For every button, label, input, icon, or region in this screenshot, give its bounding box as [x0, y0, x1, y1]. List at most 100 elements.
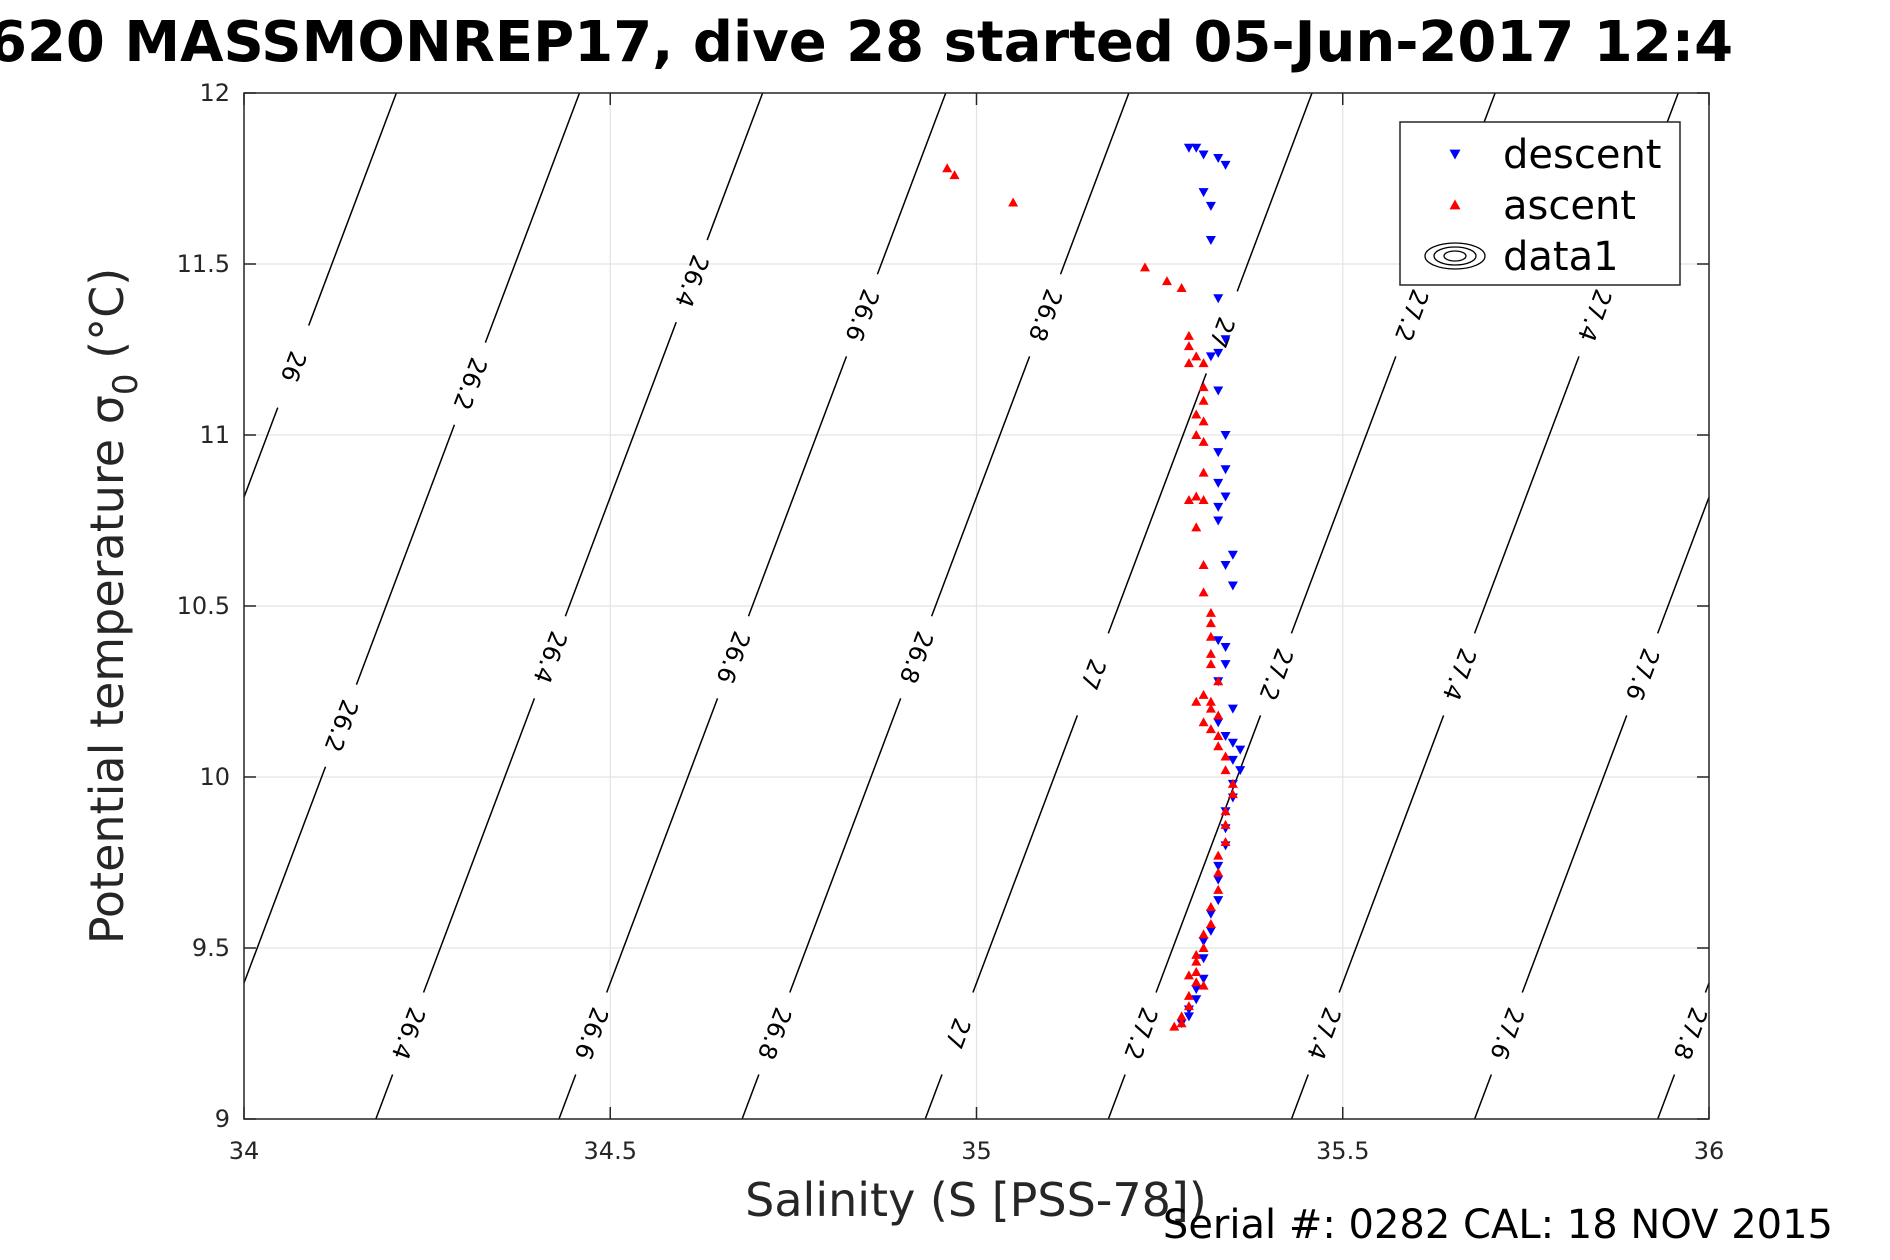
ascent-point: [1213, 730, 1224, 740]
descent-point: [1198, 974, 1209, 984]
legend-contour-icon: [1433, 246, 1477, 266]
legend-descent-label: descent: [1503, 132, 1661, 178]
descent-point: [1220, 492, 1231, 502]
descent-point: [1227, 755, 1238, 765]
y-tick-label: 9.5: [192, 934, 230, 962]
ascent-point: [1205, 659, 1216, 669]
descent-point: [1220, 660, 1231, 670]
descent-point: [1198, 188, 1209, 198]
contour-line: [1290, 356, 1397, 634]
ascent-point: [1191, 696, 1202, 706]
chart-title: 620 MASSMONREP17, dive 28 started 05-Jun…: [0, 10, 1733, 75]
ascent-point: [1205, 703, 1216, 713]
ascent-point: [1220, 836, 1231, 846]
ascent-point: [1183, 990, 1194, 1000]
descent-point: [1213, 718, 1224, 728]
descent-point: [1213, 294, 1224, 304]
descent-point: [1183, 143, 1194, 153]
ascent-point: [1198, 929, 1209, 939]
ascent-point: [1198, 980, 1209, 990]
ascent-point: [1183, 358, 1194, 368]
descent-point: [1213, 448, 1224, 458]
ascent-point: [1213, 710, 1224, 720]
legend-ascent-marker: [1449, 199, 1461, 210]
x-tick-label: 34: [229, 1137, 260, 1165]
ascent-point: [1205, 607, 1216, 617]
y-tick-label: 12: [199, 79, 230, 107]
descent-point: [1235, 766, 1246, 776]
legend: descent ascent data1: [1399, 121, 1681, 286]
contour-line: [1290, 1074, 1309, 1120]
legend-ascent-label: ascent: [1503, 183, 1636, 229]
contour-line: [1155, 715, 1262, 993]
ascent-point: [1198, 494, 1209, 504]
legend-descent-marker: [1449, 149, 1461, 160]
ascent-point: [1227, 789, 1238, 799]
descent-point: [1205, 352, 1216, 362]
contour-line: [605, 698, 719, 993]
descent-point: [1198, 150, 1209, 160]
ascent-point: [1205, 696, 1216, 706]
axis-ticks: 34 34.5 35 35.5 36 9 9.5 10 10.5 11 11.5 12: [177, 79, 1725, 1165]
ascent-point: [1191, 522, 1202, 532]
ascent-point: [1191, 351, 1202, 361]
ascent-point: [1183, 494, 1194, 504]
descent-point: [1220, 465, 1231, 475]
ascent-point: [1198, 587, 1209, 597]
legend-contour-icon: [1443, 250, 1467, 262]
x-tick-label: 35.5: [1316, 1137, 1369, 1165]
contour-line: [1521, 715, 1628, 993]
contour-line: [747, 356, 848, 617]
ascent-point: [1176, 282, 1187, 292]
descent-point: [1191, 995, 1202, 1005]
y-tick-label: 10: [199, 763, 230, 791]
contour-line: [243, 766, 327, 984]
descent-point: [1227, 738, 1238, 748]
ascent-point: [1213, 884, 1224, 894]
contour-line: [706, 92, 764, 241]
ascent-point: [1220, 765, 1231, 775]
ascent-point: [1205, 618, 1216, 628]
contour-line: [564, 321, 677, 617]
ascent-point: [1169, 1021, 1180, 1031]
ascent-point: [1213, 676, 1224, 686]
descent-point: [1235, 745, 1246, 755]
ascent-point: [1227, 778, 1238, 788]
descent-point: [1227, 581, 1238, 591]
contour-line: [741, 1074, 760, 1120]
contour-line: [1059, 92, 1130, 275]
ascent-point: [1220, 819, 1231, 829]
ascent-point: [1205, 648, 1216, 658]
descent-point: [1213, 861, 1224, 871]
descent-point: [1198, 937, 1209, 947]
contour-line: [1473, 1074, 1493, 1120]
ascent-point: [1213, 850, 1224, 860]
ascent-point: [1183, 341, 1194, 351]
ascent-point: [1176, 1018, 1187, 1028]
contour-line: [375, 1074, 394, 1120]
ascent-point: [1183, 1001, 1194, 1011]
ascent-point: [1191, 949, 1202, 959]
contour-line: [972, 715, 1079, 993]
contour-line: [243, 407, 279, 498]
descent-point: [1220, 643, 1231, 653]
ascent-point: [1198, 395, 1209, 405]
y-tick-label: 9: [215, 1105, 230, 1133]
y-tick-label: 10.5: [177, 592, 230, 620]
ascent-point: [1198, 467, 1209, 477]
ascent-point: [1198, 943, 1209, 952]
ascent-point: [1191, 430, 1202, 439]
descent-point: [1213, 636, 1224, 646]
descent-point: [1227, 550, 1238, 560]
ascent-point: [1205, 631, 1216, 641]
ascent-point: [1198, 358, 1209, 368]
descent-point: [1205, 236, 1216, 246]
descent-point: [1213, 386, 1224, 396]
contour-line: [422, 698, 536, 993]
ascent-point: [1008, 197, 1019, 207]
ascent-point: [1220, 751, 1231, 761]
descent-point: [1213, 516, 1224, 526]
ascent-point: [949, 170, 960, 180]
contour-line: [1107, 1074, 1126, 1120]
descent-point: [1183, 1012, 1194, 1022]
